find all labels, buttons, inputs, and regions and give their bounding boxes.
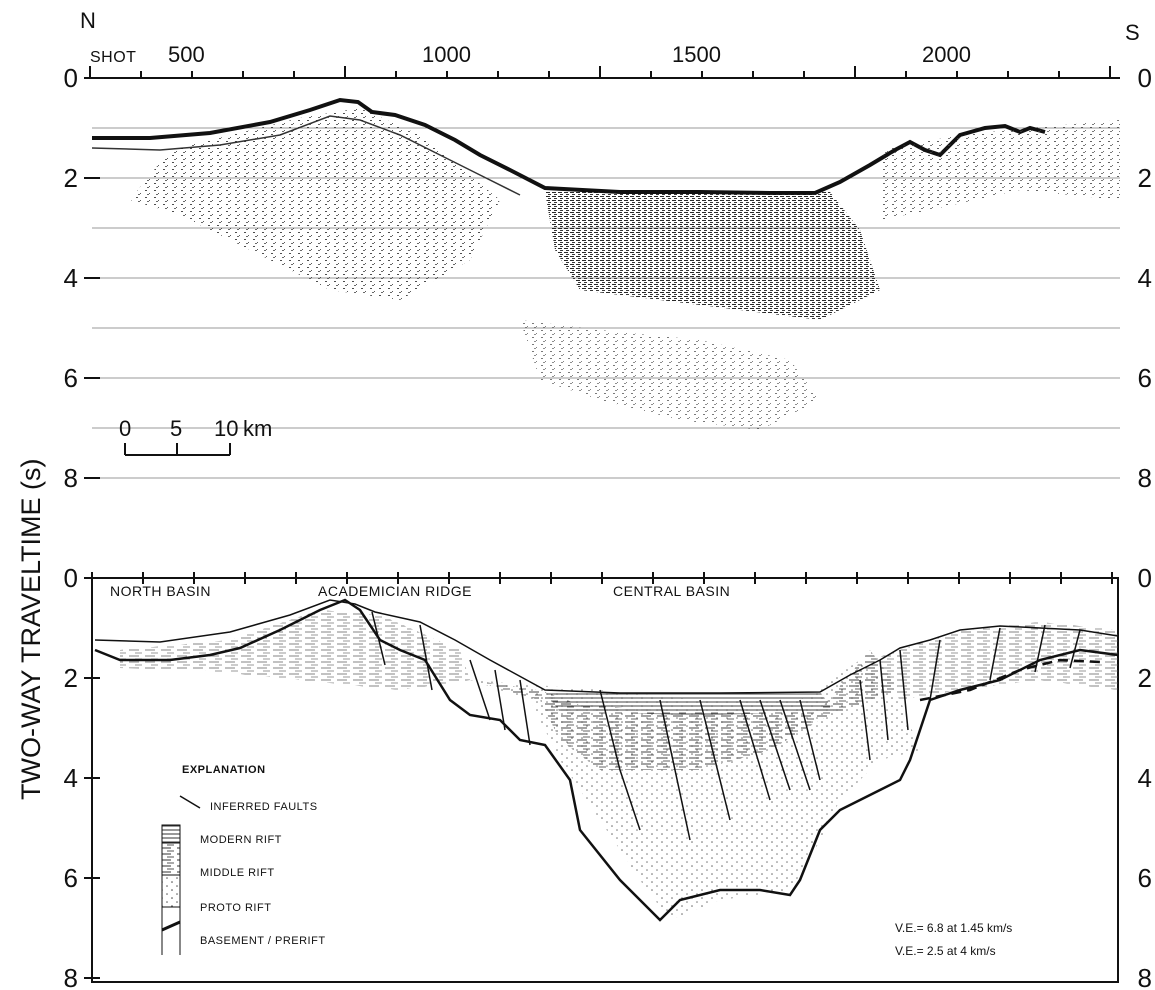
north-label: N <box>80 8 96 33</box>
region-central-basin: CENTRAL BASIN <box>613 583 730 599</box>
central-basin-reflections <box>545 192 880 320</box>
time-tick-label: 6 <box>1138 363 1152 393</box>
south-label: S <box>1125 20 1140 45</box>
ve-note-2: V.E.= 2.5 at 4 km/s <box>895 944 996 958</box>
legend-inferred-faults: INFERRED FAULTS <box>210 801 318 813</box>
time-tick-label: 2 <box>64 163 78 193</box>
explanation-legend: EXPLANATION INFERRED FAULTS MODERN RIFT … <box>161 764 326 955</box>
legend-fault-symbol <box>179 795 201 809</box>
time-tick-label: 2 <box>1138 663 1152 693</box>
time-tick-label: 8 <box>1138 463 1152 493</box>
scale-tick-5: 5 <box>170 416 182 441</box>
time-tick-label: 8 <box>64 963 78 990</box>
interpreted-basement <box>94 598 1119 922</box>
time-tick-label: 0 <box>1138 563 1152 593</box>
explanation-title: EXPLANATION <box>182 764 266 776</box>
lower-time-ticks-left: 0 2 4 6 8 <box>64 563 100 990</box>
shot-tick-label-2000: 2000 <box>922 42 971 67</box>
scale-tick-0: 0 <box>119 416 131 441</box>
scale-bar: 0 5 10 km <box>119 416 272 456</box>
time-tick-label: 8 <box>64 463 78 493</box>
shot-tick-label-1000: 1000 <box>422 42 471 67</box>
legend-basement-symbol <box>161 920 181 932</box>
shot-tick-label-500: 500 <box>168 42 205 67</box>
shot-tick-label-1500: 1500 <box>672 42 721 67</box>
shot-axis-ticks <box>89 66 1111 78</box>
interpreted-seafloor <box>94 599 1119 694</box>
time-tick-label: 6 <box>1138 863 1152 893</box>
time-tick-label: 2 <box>64 663 78 693</box>
lower-time-ticks-right: 0 2 4 6 8 <box>1138 563 1152 990</box>
time-tick-label: 6 <box>64 363 78 393</box>
time-tick-label: 4 <box>64 763 78 793</box>
region-north-basin: NORTH BASIN <box>110 583 211 599</box>
time-tick-label: 8 <box>1138 963 1152 990</box>
basement-dashed-segment <box>919 658 1101 702</box>
legend-column-middle <box>161 842 181 876</box>
inferred-faults <box>371 611 1081 841</box>
time-tick-label: 4 <box>64 263 78 293</box>
interpretation-top-ticks <box>91 572 1113 584</box>
time-tick-label: 0 <box>64 63 78 93</box>
legend-column-modern <box>161 824 181 844</box>
interpretation-frame <box>91 577 1119 983</box>
legend-column-proto <box>161 874 181 908</box>
upper-time-ticks-right: 0 2 4 6 8 <box>1138 63 1152 493</box>
region-academician-ridge: ACADEMICIAN RIDGE <box>318 583 472 599</box>
time-tick-label: 0 <box>64 563 78 593</box>
upper-time-ticks-left: 0 2 4 6 8 <box>64 63 100 493</box>
legend-basement-prerift: BASEMENT / PRERIFT <box>200 935 326 947</box>
ridge-reflections <box>130 108 500 300</box>
time-tick-label: 0 <box>1138 63 1152 93</box>
legend-proto-rift: PROTO RIFT <box>200 902 271 914</box>
time-tick-label: 6 <box>64 863 78 893</box>
scale-unit: km <box>243 416 272 441</box>
modern-rift-unit <box>545 692 835 715</box>
legend-modern-rift: MODERN RIFT <box>200 834 282 846</box>
seismic-data-panel: 0 5 10 km <box>89 66 1120 479</box>
legend-middle-rift: MIDDLE RIFT <box>200 867 275 879</box>
time-tick-label: 4 <box>1138 263 1152 293</box>
shot-axis-prefix: SHOT <box>90 49 136 66</box>
middle-rift-unit <box>470 650 900 770</box>
ve-note-1: V.E.= 6.8 at 1.45 km/s <box>895 921 1012 935</box>
time-tick-label: 2 <box>1138 163 1152 193</box>
south-shelf-reflections <box>880 120 1120 220</box>
deep-scatter <box>520 320 820 430</box>
time-axis-title: TWO-WAY TRAVELTIME (s) <box>16 459 46 801</box>
time-tick-label: 4 <box>1138 763 1152 793</box>
interpretation-panel: NORTH BASIN ACADEMICIAN RIDGE CENTRAL BA… <box>64 563 1152 990</box>
scale-tick-10: 10 <box>214 416 238 441</box>
shelf-sediments <box>120 610 470 690</box>
